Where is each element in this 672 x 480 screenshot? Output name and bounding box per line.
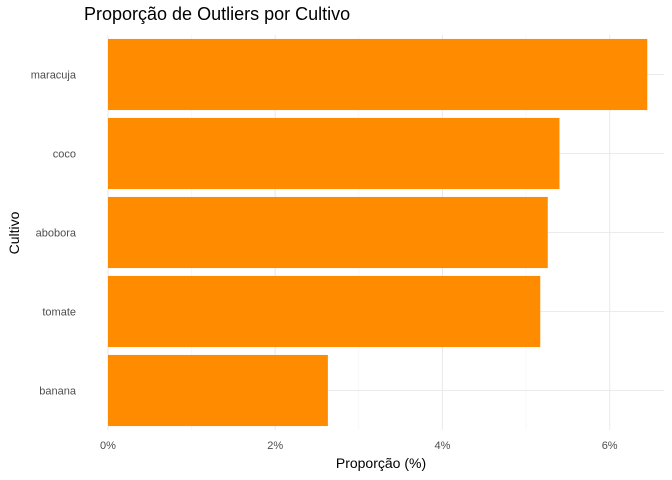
bar-banana	[108, 354, 328, 427]
bar-tomate	[108, 275, 541, 348]
x-tick-label: 4%	[434, 440, 450, 452]
x-tick-labels: 0% 2% 4% 6%	[100, 440, 618, 452]
bars	[108, 38, 648, 427]
bar-maracuja	[108, 38, 648, 111]
x-tick-label: 6%	[602, 440, 618, 452]
bar-abobora	[108, 196, 548, 269]
y-tick-labels: maracuja coco abobora tomate banana	[31, 70, 77, 398]
y-tick-label: banana	[39, 386, 77, 398]
y-axis-label: Cultivo	[6, 211, 22, 255]
y-tick-label: abobora	[36, 228, 77, 240]
chart-title: Proporção de Outliers por Cultivo	[84, 4, 351, 24]
y-tick-label: maracuja	[31, 70, 77, 82]
x-axis-label: Proporção (%)	[335, 455, 427, 471]
y-tick-label: tomate	[42, 307, 76, 319]
bar-coco	[108, 117, 560, 190]
x-tick-label: 2%	[267, 440, 283, 452]
x-tick-label: 0%	[100, 440, 116, 452]
y-tick-label: coco	[53, 149, 76, 161]
